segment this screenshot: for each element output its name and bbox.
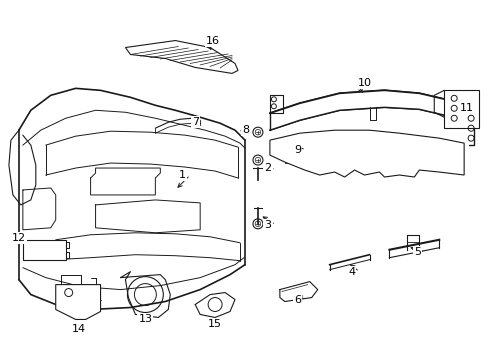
Text: 10: 10 bbox=[357, 78, 371, 88]
Text: 16: 16 bbox=[206, 36, 220, 46]
Text: 9: 9 bbox=[294, 145, 301, 155]
Text: 1: 1 bbox=[179, 170, 185, 180]
Polygon shape bbox=[269, 90, 468, 130]
Text: 7: 7 bbox=[191, 117, 198, 127]
Text: 15: 15 bbox=[208, 319, 222, 329]
Text: 6: 6 bbox=[294, 294, 301, 305]
Polygon shape bbox=[443, 90, 478, 128]
Text: 3: 3 bbox=[264, 220, 271, 230]
Text: 12: 12 bbox=[12, 233, 26, 243]
Polygon shape bbox=[56, 285, 101, 319]
Text: 4: 4 bbox=[347, 267, 354, 276]
Text: 5: 5 bbox=[413, 247, 420, 257]
Polygon shape bbox=[269, 130, 463, 177]
Text: 13: 13 bbox=[138, 314, 152, 324]
Polygon shape bbox=[23, 240, 65, 260]
Text: 2: 2 bbox=[264, 163, 271, 173]
Polygon shape bbox=[125, 41, 238, 73]
Text: 8: 8 bbox=[242, 125, 249, 135]
Text: 14: 14 bbox=[71, 324, 85, 334]
Text: 11: 11 bbox=[459, 103, 473, 113]
